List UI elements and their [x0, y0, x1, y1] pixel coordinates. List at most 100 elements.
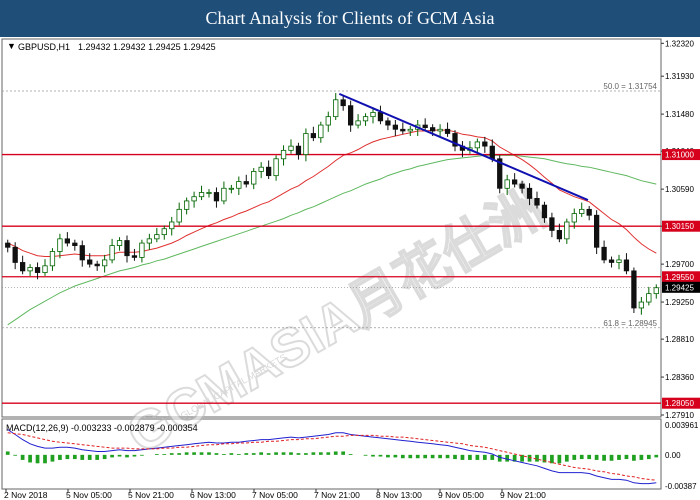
y-tick-label: 1.30590	[665, 185, 694, 194]
trading-chart[interactable]: GCMASIA月花仕洲 GLOBAL CAPITAL MARKETS ▼ GBP…	[0, 37, 700, 500]
candle-body	[251, 171, 257, 185]
y-tick-label: 1.31480	[665, 110, 694, 119]
chart-symbol: GBPUSD,H1	[18, 42, 70, 52]
price-panel-frame	[1, 38, 662, 418]
candle-body	[102, 259, 108, 267]
candle-body	[191, 196, 197, 202]
macd-line	[7, 429, 657, 485]
y-tick-label: 1.28810	[665, 335, 694, 344]
candle-body	[206, 192, 212, 194]
candle-body	[64, 238, 71, 244]
candle-body	[347, 105, 354, 126]
candle-body	[549, 217, 555, 231]
y-tick-label: 1.27910	[665, 411, 694, 420]
candle-body	[377, 112, 384, 122]
candle-body	[124, 240, 130, 257]
candle-body	[646, 293, 652, 303]
candle-body	[601, 246, 607, 261]
candle-body	[27, 267, 33, 272]
candle-body	[571, 213, 577, 223]
y-tick-label: 1.32320	[665, 39, 694, 48]
macd-y-tick-label: 0.003961	[665, 421, 699, 430]
candle-body	[608, 259, 615, 263]
candle-body	[452, 133, 458, 147]
level-price-label: 1.28050	[665, 399, 694, 408]
banner-title: Chart Analysis for Clients of GCM Asia	[205, 8, 495, 28]
x-tick-label: 6 Nov 13:00	[190, 490, 236, 500]
y-tick-label: 1.29700	[665, 260, 694, 269]
candle-body	[273, 158, 279, 177]
candle-body	[72, 242, 78, 246]
candle-body	[109, 245, 115, 261]
candle-body	[392, 124, 398, 130]
candle-body	[340, 99, 346, 107]
candle-body	[79, 245, 85, 261]
candle-body	[116, 240, 123, 246]
macd-signal-line	[7, 432, 657, 481]
x-tick-label: 2 Nov 2018	[4, 490, 48, 500]
candle-body	[288, 145, 294, 151]
candle-body	[146, 238, 153, 244]
candle-body	[318, 124, 324, 139]
candle-body	[236, 181, 242, 189]
level-price-label: 1.29550	[665, 273, 694, 282]
candle-body	[437, 128, 443, 132]
candle-body	[139, 242, 145, 258]
candle-body	[362, 116, 369, 122]
chart-ohlc-header: 1.29432 1.29432 1.29425 1.29425	[78, 42, 216, 52]
x-tick-label: 8 Nov 13:00	[376, 490, 422, 500]
candle-body	[512, 179, 518, 185]
candle-body	[94, 263, 100, 267]
candle-body	[653, 287, 659, 295]
candle-body	[489, 145, 495, 160]
level-price-tag	[662, 271, 700, 283]
candle-body	[169, 221, 175, 230]
candle-body	[154, 234, 160, 240]
y-tick-label: 1.28360	[665, 373, 694, 382]
x-tick-label: 7 Nov 21:00	[314, 490, 360, 500]
candle-body	[594, 214, 600, 248]
chart-header-arrow: ▼	[7, 41, 16, 51]
candle-body	[280, 149, 287, 160]
candle-body	[422, 124, 428, 128]
candle-body	[19, 262, 26, 272]
candle-body	[474, 141, 480, 149]
candle-body	[295, 145, 302, 155]
candle-body	[638, 301, 644, 309]
candle-body	[34, 267, 41, 273]
candle-body	[579, 208, 585, 214]
candle-body	[325, 116, 331, 126]
candle-body	[541, 204, 548, 219]
candle-body	[370, 112, 376, 118]
macd-y-tick-label: 0.00	[665, 451, 681, 460]
current-price-label: 1.29425	[665, 283, 694, 292]
macd-y-tick-label: -0.00387	[665, 482, 697, 491]
x-tick-label: 9 Nov 21:00	[500, 490, 546, 500]
candle-body	[400, 128, 406, 132]
candle-body	[221, 187, 227, 202]
candle-body	[586, 208, 592, 216]
y-tick-label: 1.29250	[665, 298, 694, 307]
candle-body	[303, 133, 309, 155]
x-tick-label: 9 Nov 05:00	[438, 490, 484, 500]
candle-body	[258, 166, 264, 172]
level-price-tag	[662, 149, 700, 161]
candle-body	[564, 221, 570, 240]
candle-body	[42, 265, 48, 273]
level-price-tag	[662, 397, 700, 409]
candle-body	[519, 183, 525, 189]
moving-average-fast	[7, 129, 657, 257]
candle-body	[243, 181, 249, 185]
x-tick-label: 5 Nov 05:00	[66, 490, 112, 500]
candle-body	[482, 141, 488, 147]
candle-body	[534, 197, 540, 206]
candle-body	[228, 187, 235, 190]
candle-body	[87, 259, 93, 265]
candle-body	[504, 179, 510, 189]
level-price-label: 1.31000	[665, 151, 694, 160]
candle-body	[429, 127, 436, 132]
moving-average-slow	[7, 154, 657, 326]
level-price-label: 1.30150	[665, 222, 694, 231]
candle-body	[49, 251, 56, 267]
banner: Chart Analysis for Clients of GCM Asia	[0, 0, 700, 37]
